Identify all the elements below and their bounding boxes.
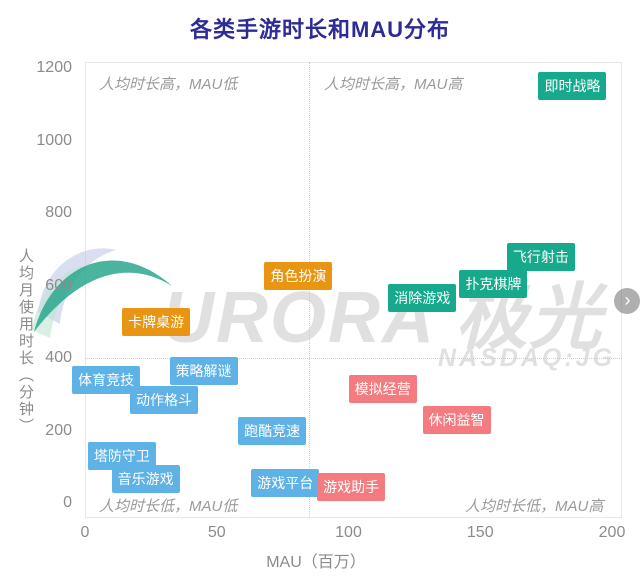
chevron-right-icon: › [624,290,631,310]
category-label-box: 休闲益智 [422,405,491,434]
watermark-logo-text: URORA 极光 [162,278,604,358]
y-tick-label: 1200 [36,59,72,76]
quadrant-label-top-right: 人均时长高，MAU高 [320,72,467,95]
category-label-box: 游戏平台 [251,469,320,498]
y-tick-label: 0 [63,494,72,511]
category-label-box: 游戏助手 [317,472,386,501]
category-label-box: 模拟经营 [348,374,417,403]
y-tick-label: 800 [45,204,72,221]
quadrant-label-bottom-left: 人均时长低，MAU低 [95,494,242,517]
quadrant-label-top-left: 人均时长高，MAU低 [95,72,242,95]
x-tick-label: 0 [80,524,90,541]
category-label-box: 音乐游戏 [111,465,180,494]
y-tick-label: 600 [45,276,72,294]
category-label-box: 卡牌桌游 [122,307,191,336]
x-tick-label: 100 [335,524,362,541]
category-label-box: 塔防守卫 [87,441,156,470]
quadrant-label-bottom-right: 人均时长低，MAU高 [461,494,608,517]
x-axis-title: MAU（百万） [266,554,366,571]
y-axis-title: 人均月使用时长（分钟） [17,248,34,435]
category-label-box: 扑克棋牌 [459,269,528,298]
x-tick-label: 150 [466,524,494,541]
category-label-box: 策略解谜 [169,356,238,385]
y-tick-label: 1000 [36,131,72,149]
category-label-box: 飞行射击 [506,242,575,271]
y-tick-label: 200 [45,421,72,439]
category-label-box: 动作格斗 [130,385,199,414]
chart-title: 各类手游时长和MAU分布 [189,17,451,42]
category-label-box: 即时战略 [538,72,607,101]
quadrant-divider-horizontal [85,358,622,359]
category-label-box: 体育竞技 [72,365,141,394]
aurora-logo-icon [24,234,176,353]
category-label-box: 角色扮演 [264,262,333,291]
x-tick-label: 200 [598,524,626,541]
y-tick-label: 400 [45,349,72,366]
plot-area [85,62,622,518]
category-label-box: 消除游戏 [388,284,457,313]
carousel-next-button[interactable]: › [614,288,640,314]
category-label-box: 跑酷竞速 [238,416,307,445]
x-tick-label: 50 [207,524,226,541]
